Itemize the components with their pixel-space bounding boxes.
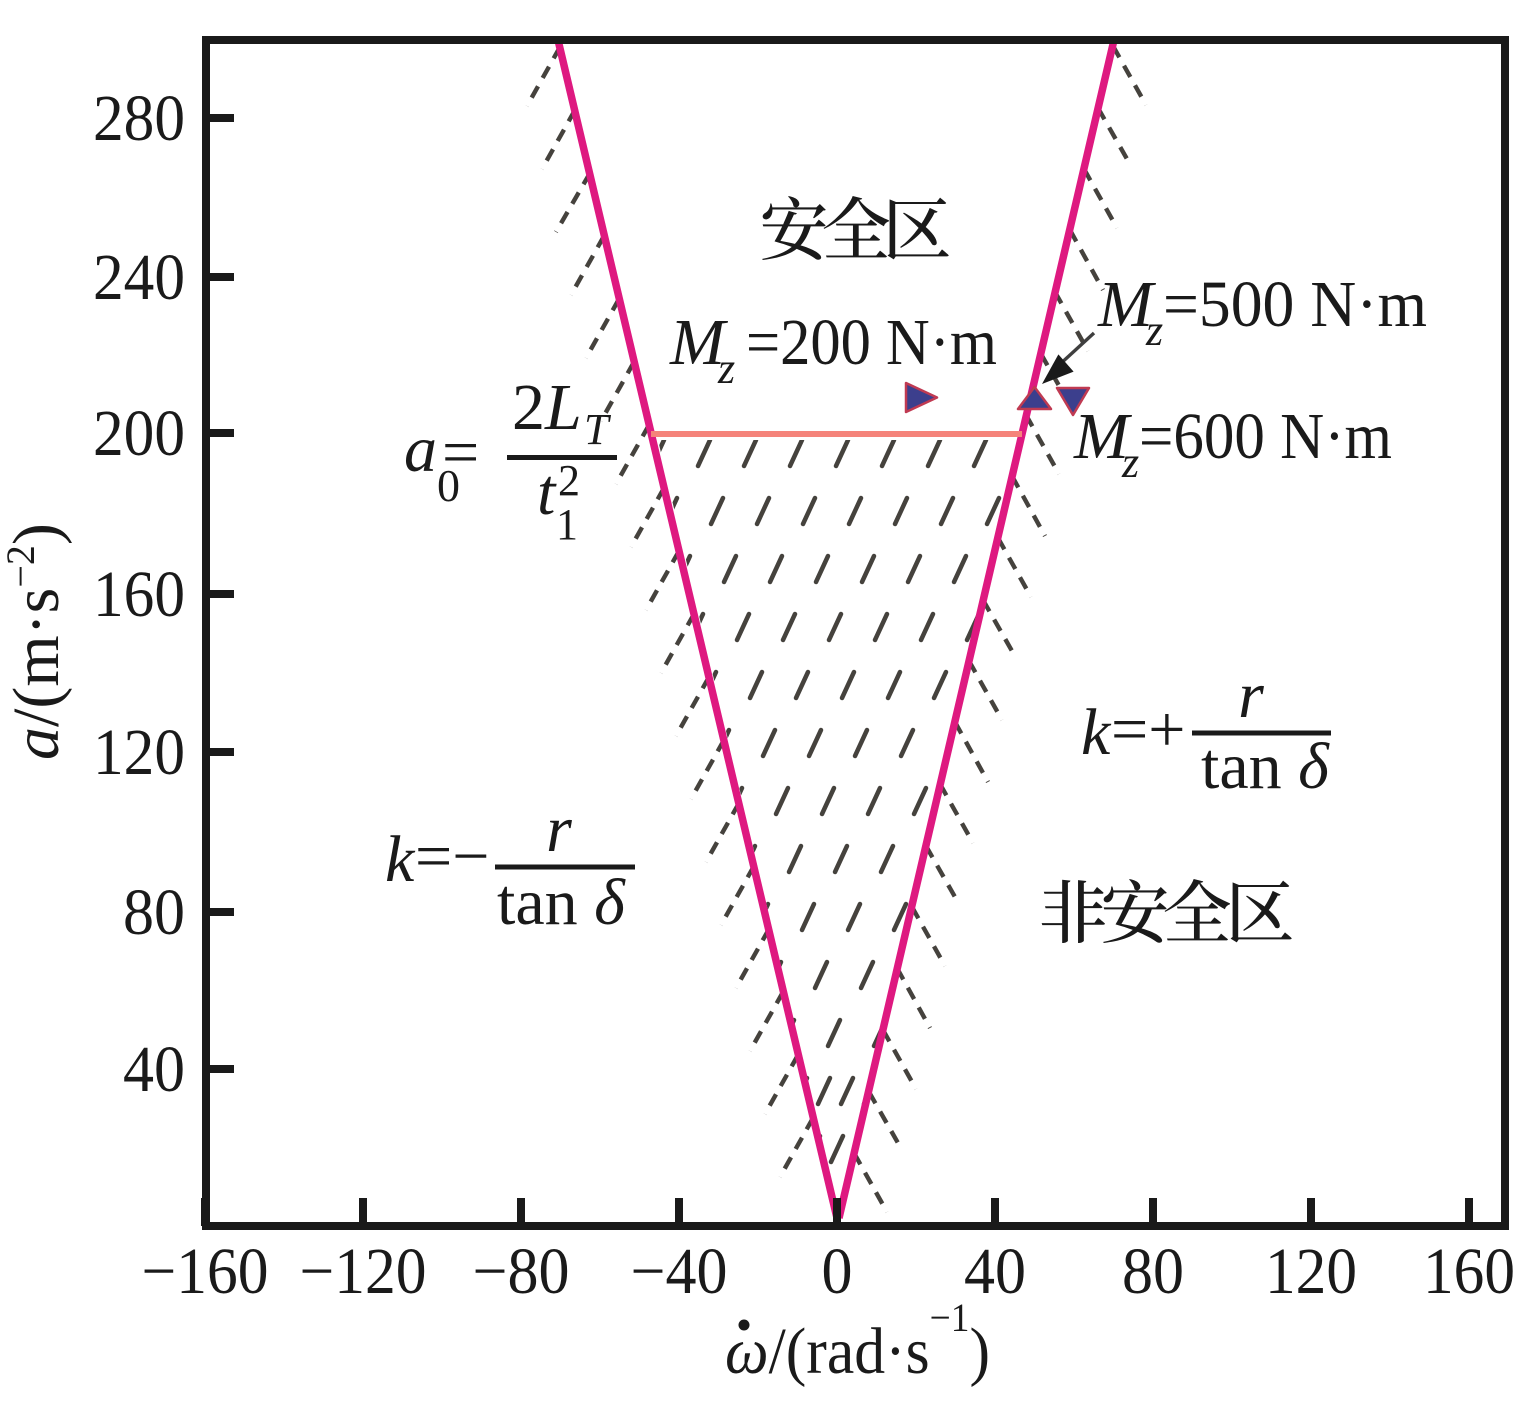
svg-text:−80: −80 — [473, 1235, 570, 1308]
svg-text:=500 N·m: =500 N·m — [1163, 268, 1427, 341]
svg-text:M: M — [1097, 268, 1157, 341]
svg-text:a: a — [404, 413, 437, 486]
svg-text:200: 200 — [93, 397, 185, 470]
svg-text:2L: 2L — [512, 371, 582, 444]
svg-text:T: T — [584, 405, 612, 454]
svg-text:tan δ: tan δ — [1201, 730, 1330, 803]
svg-text:−120: −120 — [300, 1235, 427, 1308]
svg-text:k: k — [385, 823, 416, 896]
svg-text:k: k — [1081, 696, 1112, 769]
svg-text:80: 80 — [1122, 1235, 1184, 1308]
svg-text:120: 120 — [1265, 1235, 1357, 1308]
svg-text:t: t — [537, 456, 557, 529]
svg-text:0: 0 — [437, 460, 460, 511]
svg-text:z: z — [1121, 438, 1139, 487]
svg-text:M: M — [1073, 400, 1133, 473]
svg-text:tan δ: tan δ — [497, 866, 626, 939]
svg-text:1: 1 — [556, 500, 578, 549]
svg-text:160: 160 — [93, 558, 185, 631]
svg-text:=−: =− — [415, 820, 489, 893]
svg-text:80: 80 — [123, 876, 185, 949]
svg-text:40: 40 — [123, 1033, 185, 1106]
svg-text:z: z — [717, 344, 735, 393]
svg-text:=600 N·m: =600 N·m — [1139, 400, 1392, 473]
svg-text:=200 N·m: =200 N·m — [746, 306, 997, 379]
svg-text:2: 2 — [558, 456, 580, 505]
svg-text:40: 40 — [964, 1235, 1026, 1308]
svg-text:a/(m·s−2): a/(m·s−2) — [0, 523, 73, 760]
svg-text:−160: −160 — [142, 1235, 269, 1308]
svg-text:0: 0 — [822, 1235, 853, 1308]
svg-text:280: 280 — [93, 82, 185, 155]
svg-text:M: M — [669, 306, 729, 379]
svg-text:z: z — [1145, 306, 1163, 355]
svg-text:r: r — [546, 793, 572, 866]
svg-text:=+: =+ — [1111, 693, 1185, 766]
svg-text:120: 120 — [93, 716, 185, 789]
svg-text:240: 240 — [93, 241, 185, 314]
svg-text:r: r — [1238, 659, 1264, 732]
svg-text:=: = — [442, 416, 479, 489]
svg-text:160: 160 — [1423, 1235, 1515, 1308]
svg-text:−40: −40 — [631, 1235, 728, 1308]
